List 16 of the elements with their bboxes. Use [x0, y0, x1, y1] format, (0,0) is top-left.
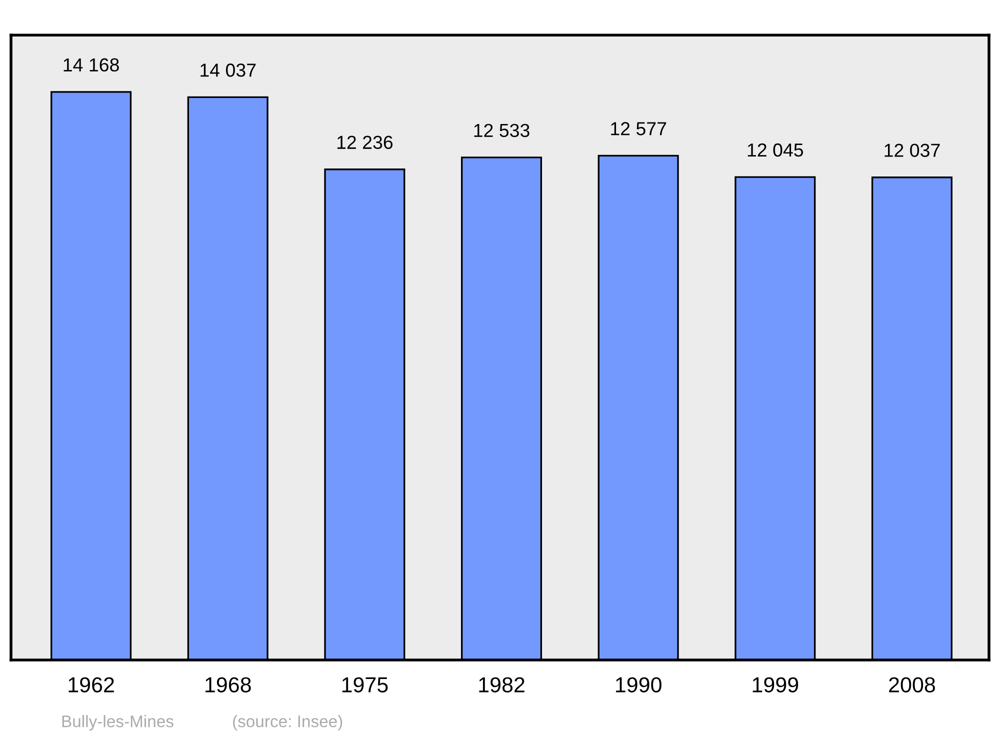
x-tick-label: 1962	[68, 677, 114, 692]
text: (source: Insee)	[233, 715, 342, 731]
x-tick-label: 1975	[342, 677, 388, 692]
data-label: 12 045	[748, 143, 804, 157]
x-tick-label: 1990	[616, 677, 662, 692]
x-tick-label: 1982	[479, 677, 524, 692]
x-tick-label: 1999	[752, 677, 798, 692]
data-label: 14 037	[200, 64, 256, 77]
x-tick-label: 1968	[206, 677, 251, 692]
data-label: 12 577	[611, 122, 666, 136]
data-label: 14 168	[64, 58, 119, 72]
data-label: 12 533	[474, 124, 530, 138]
data-label: 12 037	[884, 144, 940, 157]
data-label: 12 236	[337, 136, 393, 150]
text: Bully-les-Mines	[62, 715, 174, 731]
x-tick-label: 2008	[889, 677, 935, 692]
